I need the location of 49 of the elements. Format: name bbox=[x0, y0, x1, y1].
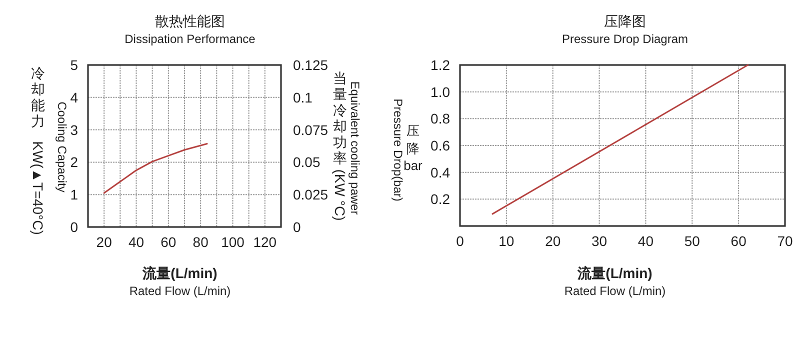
y-tick-label: 0.8 bbox=[430, 110, 450, 127]
y2-tick-label: 0.075 bbox=[293, 122, 328, 138]
y2-axis-title: 当量冷却功率 bbox=[333, 70, 347, 166]
x-tick-label: 30 bbox=[591, 233, 608, 249]
x-axis-title: 流量(L/min) bbox=[142, 265, 218, 281]
x-tick-label: 20 bbox=[545, 233, 561, 249]
x-tick-label: 0 bbox=[456, 233, 464, 249]
y-tick-label: 1 bbox=[70, 186, 78, 203]
x-tick-label: 10 bbox=[498, 233, 514, 249]
x-tick-label: 40 bbox=[128, 234, 144, 250]
chart-title: 散热性能图 bbox=[155, 13, 225, 29]
x-tick-label: 50 bbox=[684, 233, 700, 249]
y-tick-label: 5 bbox=[70, 57, 78, 73]
x-tick-label: 80 bbox=[192, 234, 209, 250]
y2-tick-label: 0.125 bbox=[293, 57, 328, 73]
x-tick-label: 40 bbox=[638, 233, 654, 249]
text: (KW °C) bbox=[332, 169, 348, 221]
x-tick-label: 60 bbox=[160, 234, 176, 250]
y-tick-label: 4 bbox=[70, 89, 78, 106]
text: KW(▲T=40°C) bbox=[30, 141, 46, 235]
x-tick-label: 70 bbox=[777, 233, 793, 249]
y-tick-label: 1.2 bbox=[430, 57, 450, 73]
x-tick-label: 60 bbox=[730, 233, 747, 249]
y-tick-label: 2 bbox=[70, 154, 78, 170]
y-tick-label: 0.6 bbox=[430, 138, 450, 154]
y-tick-label: 0 bbox=[70, 219, 78, 235]
chart-subtitle: Pressure Drop Diagram bbox=[562, 32, 688, 46]
y-tick-label: 3 bbox=[70, 122, 78, 138]
chart-title: 压降图 bbox=[604, 13, 646, 29]
line-series bbox=[103, 142, 208, 194]
text: Cooling Capacity bbox=[55, 102, 69, 192]
y-tick-label: 1.0 bbox=[430, 84, 450, 100]
y2-tick-label: 0.05 bbox=[293, 154, 320, 170]
x-tick-label: 120 bbox=[253, 234, 277, 250]
text: Rated Flow (L/min) bbox=[564, 284, 666, 298]
y-tick-label: 0.2 bbox=[430, 191, 450, 208]
text: Equivalent cooling pawer bbox=[348, 81, 362, 215]
x-tick-label: 100 bbox=[221, 234, 245, 250]
text: Rated Flow (L/min) bbox=[129, 284, 231, 298]
y2-tick-label: 0 bbox=[293, 219, 301, 235]
text: Pressure Drop(bar) bbox=[391, 98, 405, 202]
x-axis-title: 流量(L/min) bbox=[576, 265, 652, 281]
chart-subtitle: Dissipation Performance bbox=[124, 32, 256, 46]
y2-tick-label: 0.1 bbox=[293, 89, 313, 106]
y2-tick-label: 0.025 bbox=[293, 186, 328, 203]
y-axis-title: 压降bar bbox=[404, 123, 424, 173]
x-tick-label: 20 bbox=[96, 234, 112, 250]
y-tick-label: 0.4 bbox=[430, 164, 450, 180]
y-axis-title: 冷却能力 bbox=[31, 65, 45, 129]
